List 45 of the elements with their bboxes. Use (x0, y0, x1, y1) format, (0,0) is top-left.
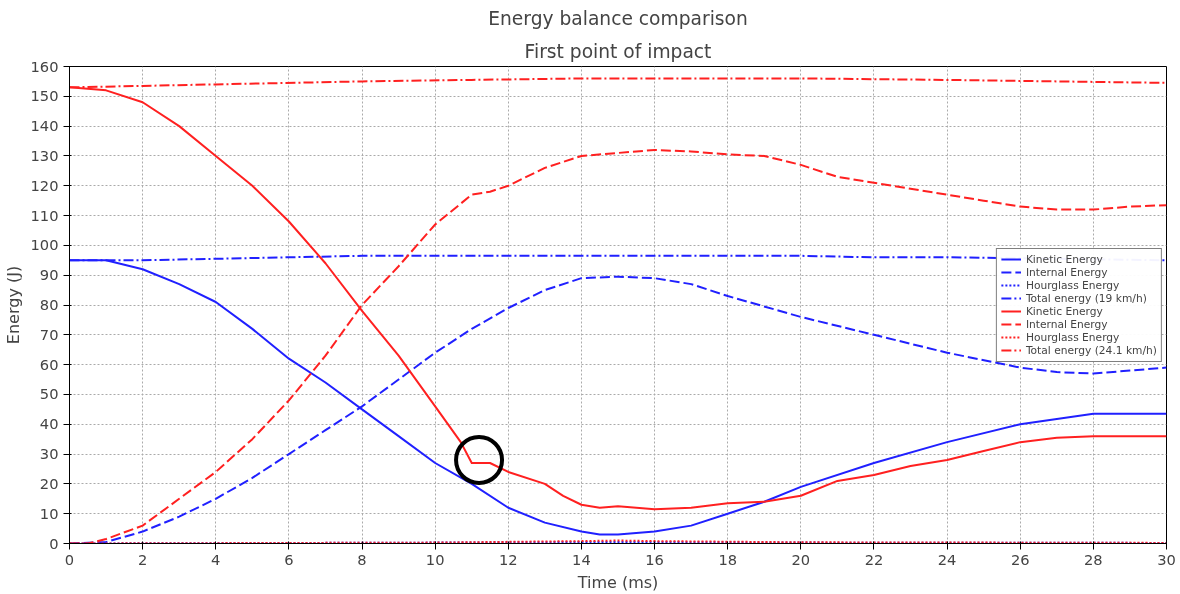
legend-label: Hourglass Energy (1025, 278, 1120, 292)
x-tick-label: 30 (1157, 550, 1176, 568)
legend-label: Kinetic Energy (1025, 252, 1103, 266)
x-tick-label: 8 (357, 550, 367, 568)
x-tick-label: 16 (645, 550, 664, 568)
x-tick-label: 26 (1010, 550, 1030, 568)
legend-label: Hourglass Energy (1025, 330, 1120, 344)
x-tick-label: 10 (425, 550, 445, 568)
x-tick-label: 22 (864, 550, 884, 568)
x-tick-label: 24 (937, 550, 957, 568)
x-axis-title: Time (ms) (576, 572, 659, 592)
x-tick-label: 0 (64, 550, 75, 568)
x-tick-label: 28 (1084, 550, 1103, 568)
y-tick-label: 120 (30, 176, 59, 194)
chart-subtitle: First point of impact (524, 40, 712, 62)
y-tick-label: 50 (39, 385, 59, 403)
x-tick-label: 18 (718, 550, 738, 568)
y-tick-label: 150 (30, 87, 59, 105)
y-tick-label: 140 (30, 117, 59, 135)
y-tick-label: 70 (39, 325, 59, 343)
y-tick-label: 30 (39, 445, 59, 463)
x-tick-label: 6 (284, 550, 294, 568)
y-tick-label: 90 (39, 266, 59, 284)
y-tick-label: 130 (30, 146, 59, 164)
legend-label: Internal Energy (1025, 265, 1108, 279)
y-tick-label: 60 (39, 355, 59, 373)
legend-label: Kinetic Energy (1025, 304, 1103, 318)
y-tick-label: 100 (30, 236, 59, 254)
y-tick-label: 20 (39, 474, 59, 492)
legend-label: Internal Energy (1025, 317, 1108, 331)
y-tick-label: 10 (39, 504, 59, 522)
y-axis-title: Energy (J) (3, 265, 23, 345)
legend-label: Total energy (19 km/h) (1025, 291, 1147, 305)
x-tick-label: 2 (137, 550, 148, 568)
legend-label: Total energy (24.1 km/h) (1025, 343, 1157, 357)
y-tick-label: 160 (30, 57, 59, 75)
y-tick-label: 80 (39, 296, 59, 313)
x-tick-label: 20 (791, 550, 811, 568)
y-tick-label: 40 (39, 415, 59, 433)
x-tick-label: 14 (572, 550, 591, 568)
x-tick-label: 4 (211, 550, 221, 568)
x-tick-label: 12 (498, 550, 518, 568)
y-tick-label: 110 (30, 206, 59, 224)
chart-title: Energy balance comparison (488, 7, 748, 29)
y-tick-label: 0 (49, 534, 59, 552)
